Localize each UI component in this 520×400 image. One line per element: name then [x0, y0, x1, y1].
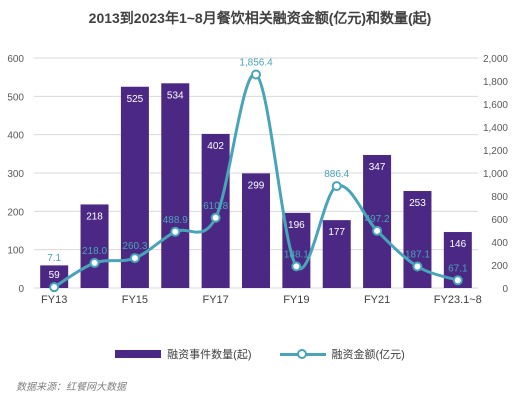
left-tick-label: 500: [7, 92, 24, 103]
bar: [322, 220, 351, 288]
bar-value-label: 253: [409, 198, 426, 209]
left-axis-ticks: 0 100 200 300 400 500 600: [7, 54, 24, 295]
right-tick-label: 1,000: [483, 169, 508, 180]
left-tick-label: 0: [18, 284, 24, 295]
right-tick-label: 1,200: [483, 146, 508, 157]
line-value-label: 610.8: [203, 201, 228, 212]
line-value-label: 886.4: [324, 169, 349, 180]
line-value-label: 7.1: [47, 253, 61, 264]
x-axis-ticks: FY13 FY15 FY17 FY19 FY21 FY23.1~8: [41, 294, 482, 306]
line-value-label: 1,856.4: [239, 58, 273, 69]
x-tick-label: FY21: [364, 294, 390, 306]
x-tick-label: FY15: [122, 294, 148, 306]
bar: [363, 154, 392, 288]
line-point: [291, 261, 302, 272]
bar-value-label: 525: [127, 94, 144, 105]
line-value-label: 497.2: [365, 214, 390, 225]
line-point: [210, 212, 221, 223]
right-tick-label: 400: [491, 238, 508, 249]
bar-value-label: 347: [369, 162, 386, 173]
bar-series: [40, 83, 472, 288]
legend-bar-swatch: [115, 350, 162, 358]
right-tick-label: 1,800: [483, 77, 508, 88]
right-tick-label: 200: [491, 261, 508, 272]
bar-value-label: 402: [207, 141, 224, 152]
legend: 融资事件数量(起) 融资金额(亿元): [0, 346, 520, 362]
line-point: [331, 181, 342, 192]
left-tick-label: 600: [7, 54, 24, 65]
right-tick-label: 2,000: [483, 54, 508, 65]
x-tick-label: FY13: [41, 294, 67, 306]
legend-label-count: 融资事件数量(起): [167, 349, 252, 361]
bar: [161, 83, 190, 288]
left-tick-label: 300: [7, 169, 24, 180]
bar-value-labels: 59 218 525 534 402 299 196 177 347 253 146: [49, 90, 467, 281]
line-point: [372, 225, 383, 236]
source-note: 数据来源：红餐网大数据: [16, 382, 126, 393]
left-tick-label: 100: [7, 246, 24, 257]
bar-value-label: 299: [248, 180, 265, 191]
right-tick-label: 1,600: [483, 100, 508, 111]
bar: [201, 133, 230, 288]
line-series: [49, 69, 463, 293]
right-tick-label: 1,400: [483, 123, 508, 134]
bar: [80, 204, 109, 288]
line-value-label: 488.9: [163, 215, 188, 226]
left-tick-label: 200: [7, 207, 24, 218]
legend-item-count: 融资事件数量(起): [115, 346, 252, 362]
legend-item-amount: 融资金额(亿元): [279, 346, 405, 362]
line-point: [412, 261, 423, 272]
bar-value-label: 59: [49, 270, 61, 281]
x-tick-label: FY19: [283, 294, 309, 306]
legend-line-swatch: [279, 349, 326, 359]
left-tick-label: 400: [7, 131, 24, 142]
line-point: [89, 257, 100, 268]
bar-value-label: 177: [328, 227, 345, 238]
line-point: [129, 253, 140, 264]
line-value-label: 260.3: [122, 241, 147, 252]
chart-title: 2013到2023年1~8月餐饮相关融资金额(亿元)和数量(起): [88, 10, 432, 26]
line-value-label: 188.1: [284, 249, 309, 260]
line-value-label: 187.1: [405, 249, 430, 260]
line-value-label: 218.0: [82, 246, 107, 257]
bar-value-label: 534: [167, 90, 184, 101]
bar-value-label: 196: [288, 220, 305, 231]
line-value-label: 67.1: [448, 263, 468, 274]
right-tick-label: 600: [491, 215, 508, 226]
line-point: [251, 69, 261, 80]
x-tick-label: FY23.1~8: [434, 294, 482, 306]
bar-value-label: 218: [86, 211, 103, 222]
right-tick-label: 800: [491, 192, 508, 203]
right-tick-label: 0: [502, 284, 508, 295]
x-tick-label: FY17: [202, 294, 228, 306]
line-value-labels: 7.1 218.0 260.3 488.9 610.8 1,856.4 188.1 886.4…: [47, 58, 468, 275]
line-point: [49, 282, 60, 293]
bar: [282, 212, 311, 288]
bar-value-label: 146: [449, 239, 466, 250]
line-point: [452, 275, 463, 286]
legend-label-amount: 融资金额(亿元): [331, 349, 405, 361]
right-axis-ticks: 0 200 400 600 800 1,000 1,200 1,400 1,600 1,800 2,…: [483, 54, 508, 295]
line-point: [170, 226, 181, 237]
bar: [242, 173, 270, 288]
